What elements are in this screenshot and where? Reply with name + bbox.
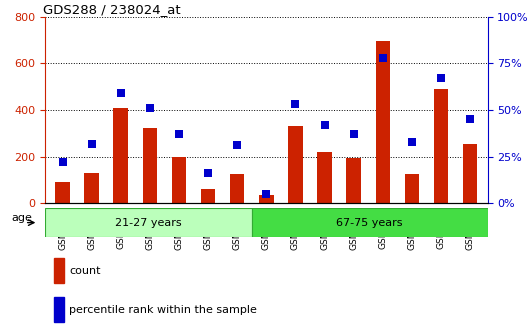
Bar	[201, 189, 215, 203]
Text: age: age	[11, 213, 32, 223]
Bar	[84, 173, 99, 203]
Point	[408, 139, 416, 144]
Point	[233, 143, 242, 148]
Point	[437, 76, 445, 81]
Point	[262, 191, 270, 197]
Bar	[434, 89, 448, 203]
Point	[204, 171, 213, 176]
Bar	[463, 144, 478, 203]
Bar	[404, 174, 419, 203]
Bar	[54, 258, 64, 283]
Point	[349, 132, 358, 137]
Bar	[317, 152, 332, 203]
Bar	[54, 297, 64, 323]
Point	[58, 160, 67, 165]
Point	[320, 122, 329, 128]
Text: GDS288 / 238024_at: GDS288 / 238024_at	[43, 3, 180, 16]
Point	[87, 141, 96, 146]
Point	[291, 102, 299, 107]
Bar	[45, 208, 252, 237]
Point	[466, 117, 474, 122]
Text: 67-75 years: 67-75 years	[337, 218, 403, 227]
Bar	[252, 208, 488, 237]
Text: percentile rank within the sample: percentile rank within the sample	[69, 305, 257, 315]
Point	[146, 106, 154, 111]
Text: count: count	[69, 266, 101, 276]
Bar	[288, 126, 303, 203]
Bar	[376, 41, 390, 203]
Bar	[55, 182, 70, 203]
Text: 21-27 years: 21-27 years	[115, 218, 182, 227]
Bar	[347, 158, 361, 203]
Bar	[143, 128, 157, 203]
Point	[117, 91, 125, 96]
Point	[378, 55, 387, 60]
Bar	[230, 174, 244, 203]
Bar	[259, 195, 273, 203]
Point	[175, 132, 183, 137]
Bar	[172, 157, 186, 203]
Bar	[113, 108, 128, 203]
